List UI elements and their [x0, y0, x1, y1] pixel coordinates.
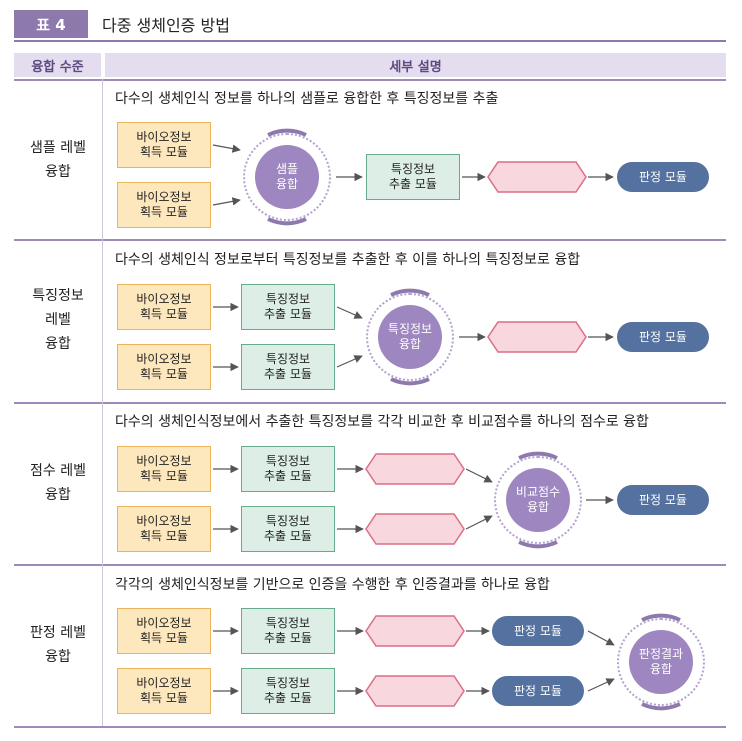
- header-fusion-level: 융합 수준: [14, 53, 101, 77]
- compare-module: 비교 모듈: [391, 461, 439, 476]
- compare-module: 비교 모듈: [391, 683, 439, 698]
- judge-module: 판정 모듈: [492, 616, 584, 646]
- bio-acquisition-module: 바이오정보 획득 모듈: [117, 446, 211, 492]
- title-rule: [14, 40, 726, 42]
- level-feature: 특징정보 레벨 융합: [32, 288, 84, 352]
- compare-module: 비교 모듈: [513, 329, 561, 344]
- row-divider: [14, 79, 726, 81]
- bio-acquisition-module: 바이오정보 획득 모듈: [117, 284, 211, 330]
- desc-sample: 다수의 생체인식 정보를 하나의 샘플로 융합한 후 특징정보를 추출: [115, 91, 499, 107]
- bio-acquisition-module: 바이오정보 획득 모듈: [117, 668, 211, 714]
- feature-extraction-module: 특징정보 추출 모듈: [241, 344, 335, 390]
- level-sample: 샘플 레벨 융합: [30, 140, 86, 180]
- table-title: 다중 생체인증 방법: [102, 16, 230, 35]
- feature-extraction-module: 특징정보 추출 모듈: [241, 446, 335, 492]
- table-number: 표 4: [14, 10, 88, 38]
- compare-module: 비교 모듈: [391, 623, 439, 638]
- feature-extraction-module: 특징정보 추출 모듈: [241, 608, 335, 654]
- bio-acquisition-module: 바이오정보 획득 모듈: [117, 122, 211, 168]
- compare-module: 비교 모듈: [513, 169, 561, 184]
- compare-module: 비교 모듈: [391, 521, 439, 536]
- row-divider: [14, 402, 726, 404]
- bio-acquisition-module: 바이오정보 획득 모듈: [117, 344, 211, 390]
- row-divider: [14, 564, 726, 566]
- column-divider: [102, 79, 103, 726]
- bio-acquisition-module: 바이오정보 획득 모듈: [117, 182, 211, 228]
- level-score: 점수 레벨 융합: [30, 463, 86, 503]
- score-fusion-node: 비교점수 융합: [506, 468, 570, 532]
- row-divider: [14, 239, 726, 241]
- judge-module: 판정 모듈: [492, 676, 584, 706]
- feature-fusion-node: 특징정보 융합: [378, 305, 442, 369]
- table-bottom-rule: [14, 726, 726, 728]
- judge-module: 판정 모듈: [617, 162, 709, 192]
- level-decision: 판정 레벨 융합: [30, 625, 86, 665]
- feature-extraction-module: 특징정보 추출 모듈: [241, 668, 335, 714]
- bio-acquisition-module: 바이오정보 획득 모듈: [117, 506, 211, 552]
- desc-feature: 다수의 생체인식 정보로부터 특징정보를 추출한 후 이를 하나의 특징정보로 …: [115, 252, 581, 268]
- feature-extraction-module: 특징정보 추출 모듈: [241, 284, 335, 330]
- feature-extraction-module: 특징정보 추출 모듈: [241, 506, 335, 552]
- desc-score: 다수의 생체인식정보에서 추출한 특징정보를 각각 비교한 후 비교점수를 하나…: [115, 414, 649, 430]
- judge-module: 판정 모듈: [617, 485, 709, 515]
- sample-fusion-node: 샘플 융합: [255, 145, 319, 209]
- judge-module: 판정 모듈: [617, 322, 709, 352]
- feature-extraction-module: 특징정보 추출 모듈: [366, 154, 460, 200]
- header-description: 세부 설명: [105, 53, 726, 77]
- desc-decision: 각각의 생체인식정보를 기반으로 인증을 수행한 후 인증결과를 하나로 융합: [115, 577, 550, 593]
- decision-fusion-node: 판정결과 융합: [629, 630, 693, 694]
- bio-acquisition-module: 바이오정보 획득 모듈: [117, 608, 211, 654]
